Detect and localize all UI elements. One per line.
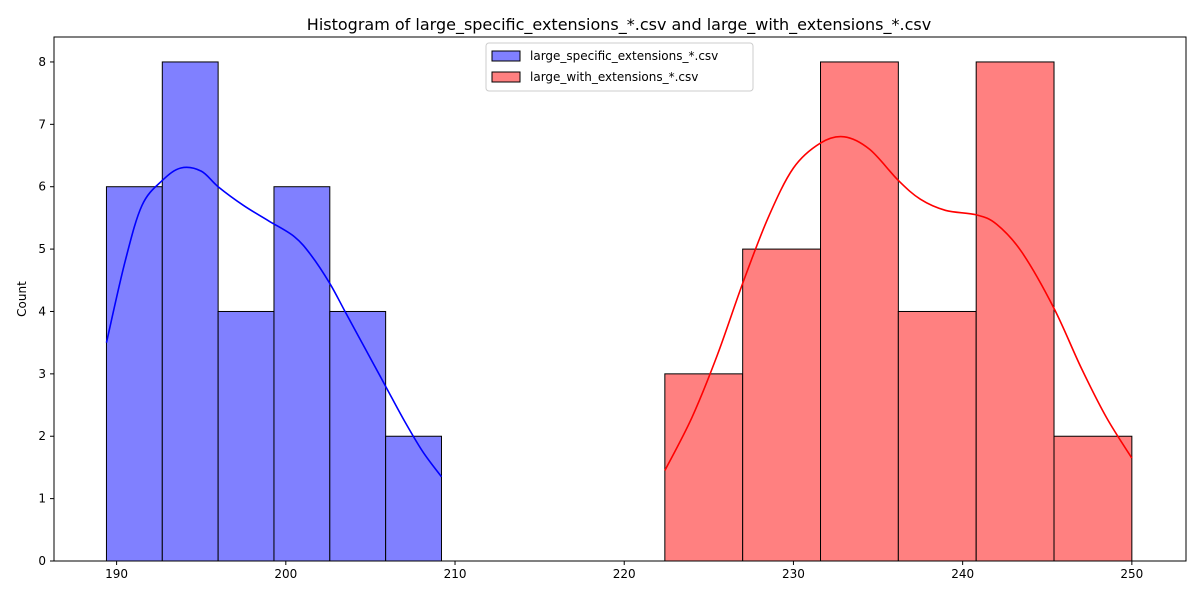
- y-axis-label: Count: [15, 281, 29, 317]
- x-tick-label: 210: [444, 567, 467, 581]
- chart-title: Histogram of large_specific_extensions_*…: [307, 15, 931, 35]
- histogram-bar-series-2-bin-2: [742, 248, 822, 562]
- y-tick-label: 6: [38, 180, 46, 194]
- legend-label-series-2: large_with_extensions_*.csv: [530, 70, 698, 84]
- x-tick-label: 250: [1120, 567, 1143, 581]
- x-tick-label: 240: [951, 567, 974, 581]
- histogram-bar-series-1-bin-5: [329, 310, 387, 562]
- histogram-bar-series-1-bin-6: [385, 435, 442, 562]
- histogram-bar-series-2-bin-3: [820, 61, 899, 562]
- y-tick-label: 1: [38, 492, 46, 506]
- x-axis-ticks: 190 200 210 220 230 240 250: [105, 561, 1143, 581]
- kde-layer: [105, 135, 1133, 478]
- y-axis-ticks: 0 1 2 3 4 5 6 7 8: [38, 55, 54, 568]
- y-tick-label: 7: [38, 117, 46, 131]
- y-tick-label: 8: [38, 55, 46, 69]
- kde-line-series-1: [105, 166, 443, 478]
- y-tick-label: 3: [38, 367, 46, 381]
- y-tick-label: 4: [38, 304, 46, 318]
- legend-swatch-series-2: [491, 71, 521, 83]
- legend: large_specific_extensions_*.csv large_wit…: [485, 42, 754, 92]
- x-tick-label: 230: [782, 567, 805, 581]
- histogram-bar-series-2-bin-6: [1053, 435, 1133, 562]
- histogram-bar-series-1-bin-3: [217, 310, 275, 562]
- x-tick-label: 200: [274, 567, 297, 581]
- histogram-bar-series-1-bin-1: [105, 186, 163, 562]
- histogram-bar-series-2-bin-1: [664, 373, 744, 562]
- legend-swatch-series-1: [491, 50, 521, 62]
- bars-layer: [105, 61, 1133, 562]
- plot-frame: [53, 36, 1187, 562]
- legend-label-series-1: large_specific_extensions_*.csv: [530, 49, 718, 63]
- y-tick-label: 5: [38, 242, 46, 256]
- y-tick-label: 2: [38, 429, 46, 443]
- legend-box: [485, 42, 754, 92]
- y-tick-label: 0: [38, 554, 46, 568]
- histogram-bar-series-1-bin-2: [161, 61, 219, 562]
- x-tick-label: 220: [613, 567, 636, 581]
- histogram-bar-series-1-bin-4: [273, 186, 331, 562]
- kde-line-series-2: [664, 135, 1133, 471]
- histogram-bar-series-2-bin-5: [975, 61, 1055, 562]
- x-tick-label: 190: [105, 567, 128, 581]
- histogram-bar-series-2-bin-4: [897, 310, 977, 562]
